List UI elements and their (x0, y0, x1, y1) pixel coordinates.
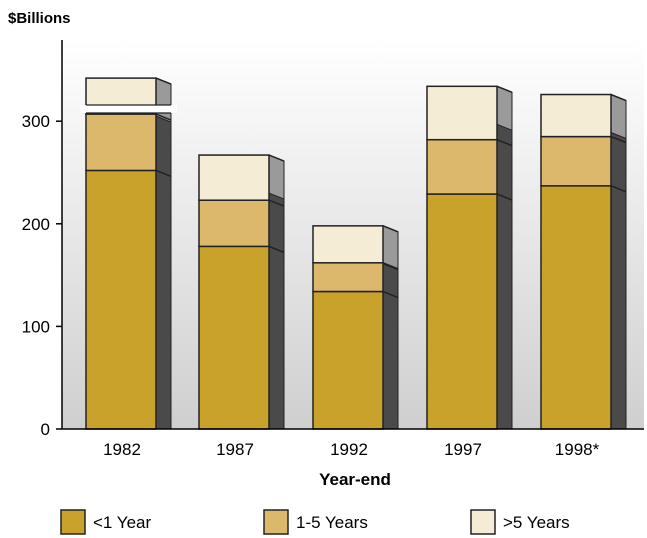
legend-swatch-1 (263, 509, 289, 535)
bar-segment-1982-s0 (85, 169, 157, 430)
bar-edge-1992-s2 (382, 225, 399, 233)
bar-1992 (312, 225, 399, 430)
legend-swatch-2 (470, 509, 496, 535)
bar-edge-1998-s1 (610, 135, 627, 144)
bar-edge-1987-s1 (268, 199, 285, 207)
x-tick-label-1997: 1997 (444, 440, 482, 459)
y-tick-label-200: 200 (22, 215, 50, 234)
axis-break-1982 (80, 105, 177, 113)
legend-item-0: <1 Year (60, 509, 151, 535)
bar-segment-1987-s2 (198, 154, 270, 201)
bar-edge-1987-s2 (268, 154, 285, 162)
bar-side-1997 (496, 85, 513, 430)
bar-edge-1998-s2 (610, 93, 627, 102)
bar-1997 (426, 85, 513, 430)
bar-segment-1998-s0 (540, 185, 612, 430)
y-ticks-group: 0 100 200 300 (22, 112, 62, 439)
legend-label-0: <1 Year (93, 513, 151, 532)
bar-1998 (540, 93, 627, 430)
x-tick-label-1998: 1998* (555, 440, 600, 459)
bar-segment-1992-s2 (312, 225, 384, 264)
bar-edge-1992-s1 (382, 262, 399, 270)
bar-edge-1982-s0 (155, 169, 172, 178)
bar-side-1982 (155, 77, 172, 430)
bar-segment-1997-s1 (426, 138, 498, 195)
x-tick-label-1987: 1987 (216, 440, 254, 459)
bar-segment-1987-s1 (198, 199, 270, 248)
bar-edge-1998-s0 (610, 185, 627, 193)
bar-side-highlight-1997 (496, 85, 513, 132)
legend: <1 Year 1-5 Years >5 Years (60, 509, 570, 535)
bar-side-1998 (610, 93, 627, 430)
y-tick-label-300: 300 (22, 112, 50, 131)
bar-segment-1998-s1 (540, 135, 612, 187)
x-tick-label-1982: 1982 (103, 440, 141, 459)
bar-edge-1997-s0 (496, 193, 513, 201)
x-axis-title: Year-end (319, 470, 391, 489)
y-tick-label-0: 0 (41, 420, 50, 439)
bar-edge-1982-s1 (155, 113, 172, 121)
legend-swatch-0 (60, 509, 86, 535)
bar-segment-1997-s2 (426, 85, 498, 141)
bar-edge-1997-s1 (496, 138, 513, 147)
bar-segment-1992-s0 (312, 290, 384, 430)
y-tick-label-100: 100 (22, 317, 50, 336)
bar-segment-1982-s1 (85, 113, 157, 172)
bar-segment-1987-s0 (198, 245, 270, 430)
bar-edge-1982-s2 (155, 77, 172, 85)
x-ticks-group: 1982 1987 1992 1997 1998* (103, 440, 600, 459)
bar-1982 (80, 77, 177, 430)
legend-label-2: >5 Years (503, 513, 570, 532)
legend-item-2: >5 Years (470, 509, 570, 535)
bar-side-highlight-1987 (268, 154, 285, 200)
bar-edge-1997-s2 (496, 85, 513, 94)
x-tick-label-1992: 1992 (330, 440, 368, 459)
bar-segment-1998-s2 (540, 93, 612, 138)
bar-segment-1992-s1 (312, 262, 384, 293)
bar-edge-1987-s0 (268, 245, 285, 254)
bar-1987 (198, 154, 285, 430)
legend-item-1: 1-5 Years (263, 509, 368, 535)
bar-segment-1997-s0 (426, 193, 498, 430)
legend-label-1: 1-5 Years (296, 513, 368, 532)
bar-edge-1992-s0 (382, 290, 399, 299)
y-axis-title: $Billions (8, 10, 71, 27)
bar-side-highlight-1998 (610, 93, 627, 140)
